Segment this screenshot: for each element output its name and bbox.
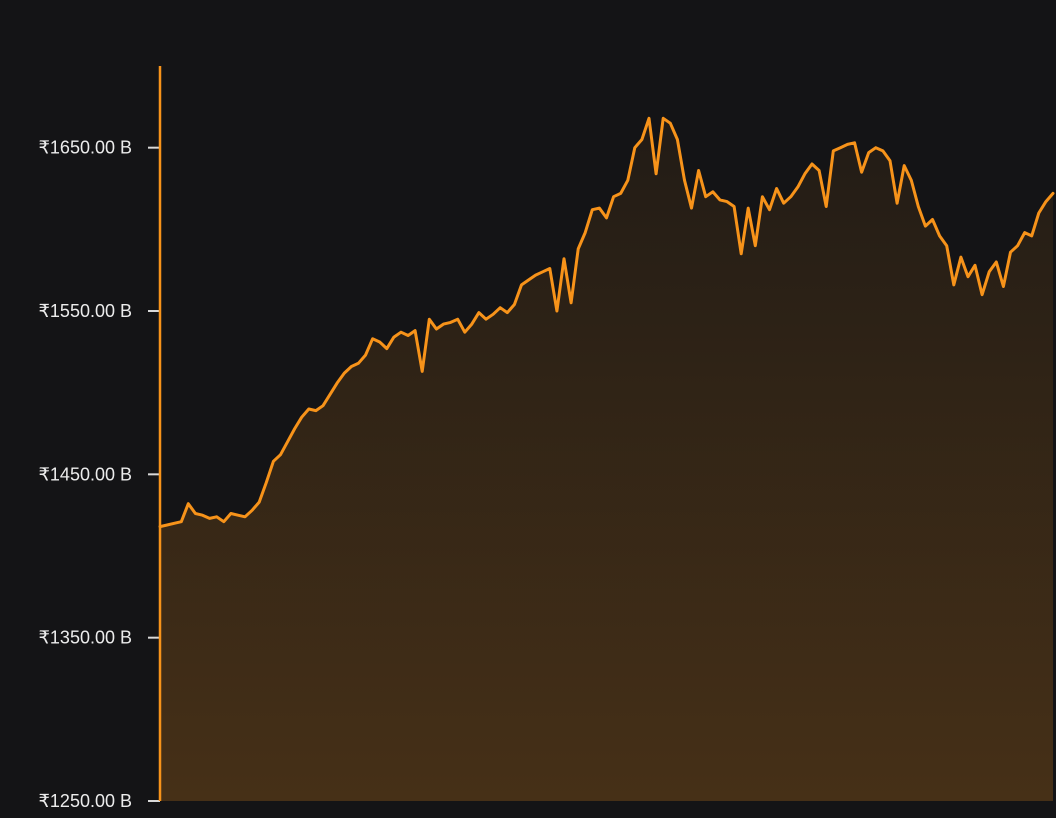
y-tick-label: ₹1450.00 B <box>38 464 132 484</box>
y-tick-label: ₹1650.00 B <box>38 138 132 158</box>
series-line <box>158 116 1055 529</box>
y-tick-label: ₹1350.00 B <box>38 628 132 648</box>
y-tick-label: ₹1550.00 B <box>38 301 132 321</box>
y-axis-ticks: ₹1650.00 B ₹1550.00 B ₹1450.00 B ₹1350.00 B… <box>38 138 160 811</box>
y-tick-label: ₹1250.00 B <box>38 791 132 811</box>
series-area-fill <box>160 118 1053 802</box>
